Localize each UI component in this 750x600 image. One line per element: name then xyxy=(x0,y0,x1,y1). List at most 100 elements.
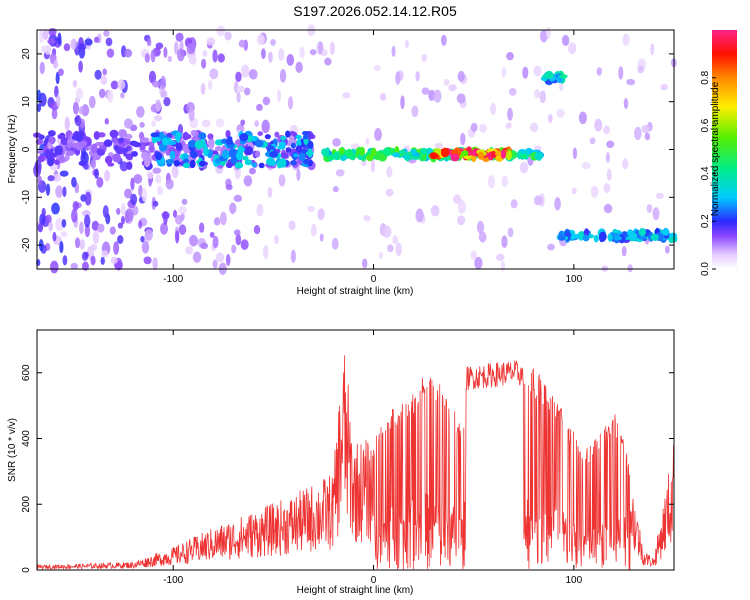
spectrogram-cell xyxy=(51,152,58,158)
spectrogram-cell xyxy=(404,39,410,49)
spectrogram-cell xyxy=(215,252,225,263)
spectrogram-cell xyxy=(103,30,110,37)
spectrogram-cell xyxy=(194,140,204,150)
spectrogram-cell xyxy=(430,204,440,217)
spectrogram-cell xyxy=(207,133,214,140)
spectrogram-cell xyxy=(202,49,208,57)
spectrogram-cell xyxy=(378,251,384,259)
spectrogram-cell xyxy=(501,235,508,248)
spectrogram-cell xyxy=(54,85,59,98)
spectrogram-cell xyxy=(262,96,271,106)
spectrogram-cell xyxy=(203,146,209,157)
spectrogram-cell xyxy=(533,195,543,206)
spectrogram-cell xyxy=(45,183,51,196)
snr-x-axis: -100 0 100 xyxy=(163,330,583,586)
spectrogram-cell xyxy=(668,232,678,238)
spectrogram-cell xyxy=(274,234,279,245)
spectrogram-cell xyxy=(61,219,67,228)
spectrogram-cell xyxy=(289,130,296,136)
spectrogram-cell xyxy=(152,80,161,88)
spectrogram-cell xyxy=(307,205,315,212)
spectrogram-cell xyxy=(310,223,317,237)
spectrogram-cell xyxy=(163,97,171,107)
spectrogram-cell xyxy=(298,152,306,162)
spectrogram-cell xyxy=(469,150,477,156)
spectrogram-cell xyxy=(212,49,218,63)
spectrogram-cell xyxy=(219,211,227,226)
spectrogram-cell xyxy=(47,38,56,45)
spectrogram-cell xyxy=(383,147,392,157)
spectrogram-cell xyxy=(331,237,339,250)
spectrogram-cell xyxy=(251,162,257,168)
spectrogram-cell xyxy=(180,211,185,221)
spectrogram-cell xyxy=(116,207,121,215)
spectrogram-cell xyxy=(37,149,44,154)
spectrogram-cell xyxy=(124,188,133,199)
spectrogram-cell xyxy=(72,80,78,88)
spectrogram-cell xyxy=(192,251,202,263)
spectrogram-cell xyxy=(559,74,568,79)
spectrogram-cell xyxy=(101,250,109,258)
spectrogram-x-label: Height of straight line (km) xyxy=(297,286,414,297)
spectrogram-cell xyxy=(74,237,81,249)
spectrogram-cell xyxy=(301,131,310,136)
spectrogram-cell xyxy=(90,159,97,170)
spectrogram-cell xyxy=(478,231,487,243)
spectrogram-cell xyxy=(39,61,45,75)
snr-y-axis: 0 200 400 600 xyxy=(21,364,674,573)
spectrogram-cell xyxy=(169,150,176,160)
spectrogram-cell xyxy=(544,70,554,80)
spectrogram-cell xyxy=(238,39,247,48)
spectrogram-cell xyxy=(100,75,108,85)
spectrogram-cell xyxy=(410,148,417,155)
spectrogram-cell xyxy=(133,174,143,184)
spectrogram-cell xyxy=(146,37,152,47)
spectrogram-cell xyxy=(59,240,64,254)
spectrogram-cell xyxy=(71,134,79,141)
spectrogram-cell xyxy=(317,208,325,221)
spectrogram-cell xyxy=(151,120,156,127)
spectrogram-cell xyxy=(547,243,555,251)
spectrogram-cell xyxy=(242,155,249,161)
spectrogram-cell xyxy=(48,27,57,36)
spectrogram-cell xyxy=(175,142,183,151)
spectrogram-cell xyxy=(152,167,162,174)
spectrogram-cell xyxy=(510,199,518,209)
spectrogram-cell xyxy=(324,57,332,66)
spectrogram-cell xyxy=(627,264,633,273)
spectrogram-cell xyxy=(596,67,603,76)
spectrogram-cell xyxy=(103,139,113,147)
spectrogram-cell xyxy=(79,221,84,235)
spectrogram-cell xyxy=(392,152,400,158)
spectrogram-cell xyxy=(332,186,339,193)
spectrogram-cell xyxy=(39,29,44,43)
spectrogram-cell xyxy=(261,119,270,134)
colorbar-tick-label: 0.8 xyxy=(700,70,711,84)
spectrogram-cell xyxy=(150,49,156,63)
spectrogram-cell xyxy=(391,45,396,58)
spectrogram-cell xyxy=(225,253,231,266)
spectrogram-cell xyxy=(155,99,162,112)
spectrogram-cell xyxy=(440,34,447,46)
spectrogram-cell xyxy=(159,131,165,140)
spectrogram-cell xyxy=(126,153,134,161)
spectrogram-cell xyxy=(434,142,444,149)
spectrogram-cell xyxy=(302,134,309,140)
spectrogram-cell xyxy=(571,187,577,195)
spectrogram-cell xyxy=(212,235,219,249)
spectrogram-cell xyxy=(117,235,124,244)
spectrogram-cell xyxy=(623,97,629,110)
spectrogram-cell xyxy=(144,157,151,168)
spectrogram-cell xyxy=(235,139,242,145)
spectrogram-cell xyxy=(287,96,294,110)
spectrogram-cell xyxy=(652,207,660,221)
spectrogram-cell xyxy=(114,261,123,271)
spectrogram-cell xyxy=(236,151,244,161)
spectrogram-cell xyxy=(267,186,273,199)
spectrogram-cell xyxy=(66,142,73,148)
spectrogram-cell xyxy=(45,214,52,223)
spectrogram-cell xyxy=(155,152,163,161)
spectrogram-cell xyxy=(37,154,46,163)
spectrogram-cell xyxy=(200,82,206,95)
